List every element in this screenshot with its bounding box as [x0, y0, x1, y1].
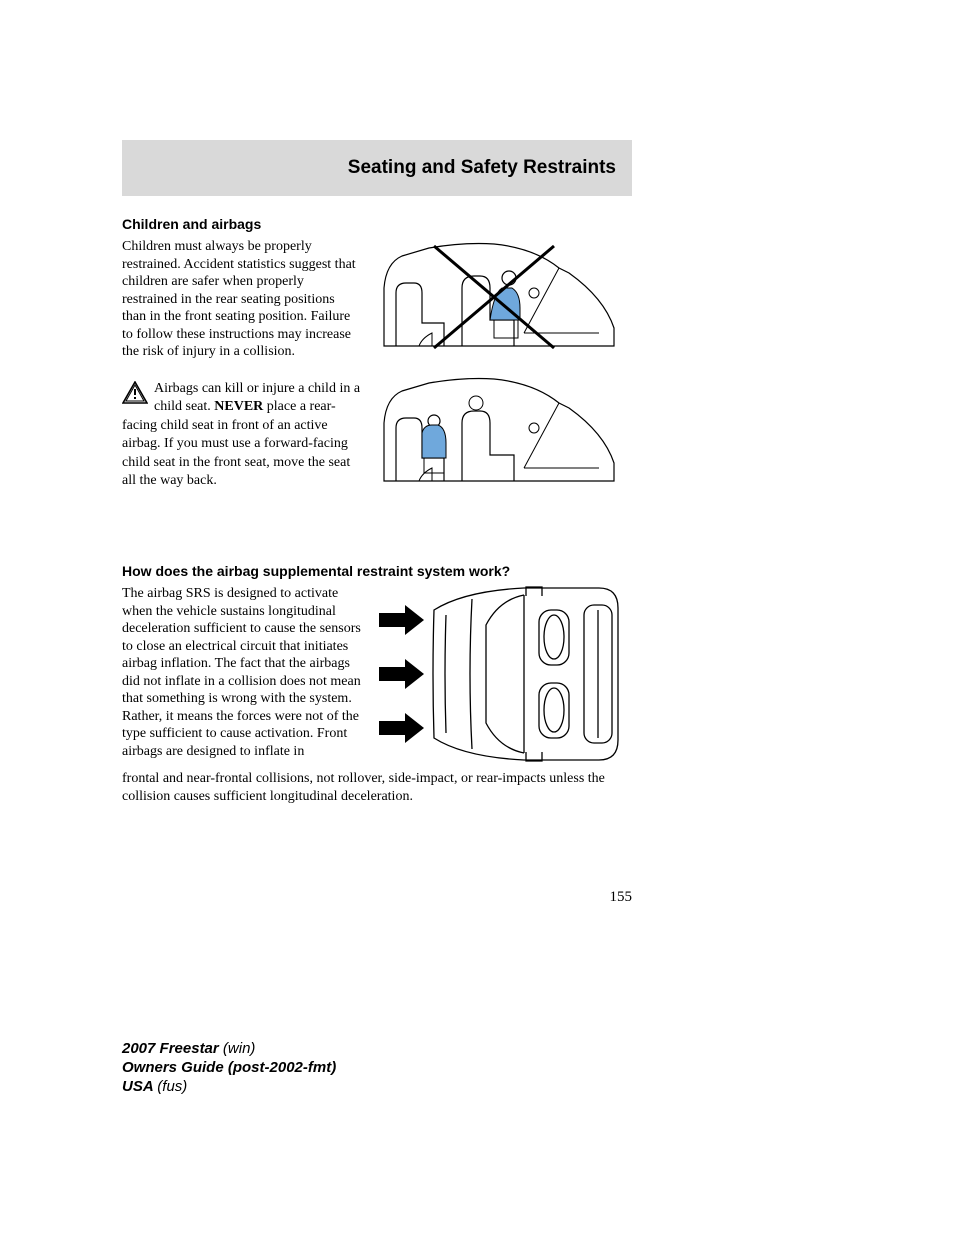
page-number: 155: [122, 889, 632, 906]
footer-line1-bold: 2007 Freestar: [122, 1040, 223, 1057]
page-container: Seating and Safety Restraints Children a…: [122, 140, 632, 906]
section2-heading: How does the airbag supplemental restrai…: [122, 563, 632, 579]
footer-line3-italic: (fus): [157, 1078, 187, 1095]
row-children-airbags: Children must always be properly restrai…: [122, 238, 632, 503]
warning-box: Airbags can kill or injure a child in a …: [122, 379, 362, 490]
warning-triangle-icon: [122, 381, 148, 410]
col-diagrams-seating: [374, 238, 624, 503]
vehicle-topview-icon: [374, 585, 624, 770]
section2-paragraph-wide: frontal and near-frontal collisions, not…: [122, 770, 612, 805]
warning-text: Airbags can kill or injure a child in a …: [122, 381, 360, 489]
child-seat-diagrams-icon: [374, 238, 624, 498]
footer: 2007 Freestar (win) Owners Guide (post-2…: [122, 1040, 336, 1096]
section1-paragraph: Children must always be properly restrai…: [122, 238, 362, 361]
warning-never: NEVER: [214, 399, 263, 414]
col-diagram-topview: [374, 585, 624, 770]
section2-paragraph-narrow: The airbag SRS is designed to activate w…: [122, 585, 362, 760]
footer-line2: Owners Guide (post-2002-fmt): [122, 1059, 336, 1078]
col-text-1: Children must always be properly restrai…: [122, 238, 362, 503]
row-how-srs-works: The airbag SRS is designed to activate w…: [122, 585, 632, 770]
col-text-2: The airbag SRS is designed to activate w…: [122, 585, 362, 770]
footer-line3-bold: USA: [122, 1078, 157, 1095]
footer-line1: 2007 Freestar (win): [122, 1040, 336, 1059]
header-title: Seating and Safety Restraints: [348, 157, 616, 179]
footer-line3: USA (fus): [122, 1078, 336, 1097]
section1-heading: Children and airbags: [122, 216, 632, 232]
footer-line1-italic: (win): [223, 1040, 256, 1057]
header-banner: Seating and Safety Restraints: [122, 140, 632, 196]
